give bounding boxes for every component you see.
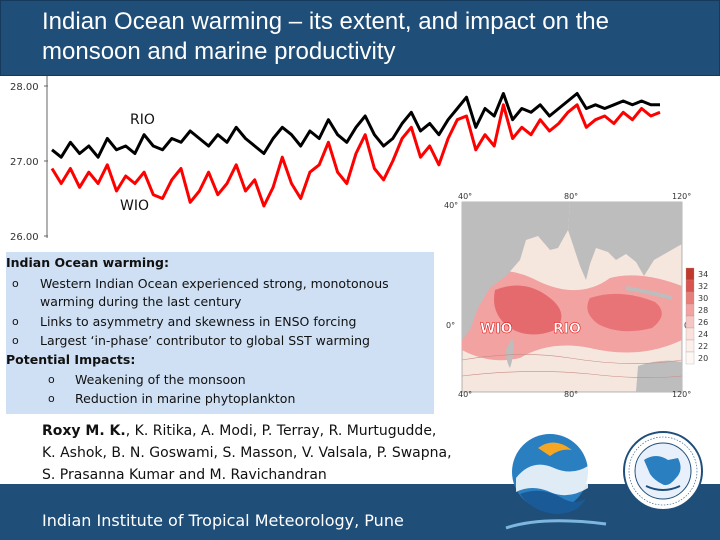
colorbar-label: 32	[698, 282, 708, 291]
seal-ship-icon	[645, 485, 681, 491]
bullet-3-text: Largest ‘in-phase’ contributor to global…	[40, 333, 370, 348]
map-lon-top-1: 40°	[458, 192, 472, 201]
colorbar-label: 22	[698, 342, 708, 351]
author-list: Roxy M. K., K. Ritika, A. Modi, P. Terra…	[42, 420, 512, 486]
colorbar-swatch	[685, 327, 695, 341]
series-line-rio	[51, 92, 660, 159]
institute-name: Indian Institute of Tropical Meteorology…	[42, 511, 404, 530]
series-lines	[50, 92, 661, 208]
title-line-1: Indian Ocean warming – its extent, and i…	[42, 8, 609, 35]
series-label-rio: RIO	[130, 112, 155, 128]
map-lon-top-2: 80°	[564, 192, 578, 201]
logo-swoosh	[505, 519, 607, 530]
bullet-3: o	[12, 334, 19, 347]
colorbar-swatch	[685, 279, 695, 293]
colorbar-label: 30	[698, 294, 708, 303]
series-label-wio: WIO	[120, 198, 149, 214]
colorbar-label: 24	[698, 330, 708, 339]
seal-map-icon	[644, 456, 681, 486]
seal-text-ring	[628, 436, 698, 506]
map-colorbar: 34 32 30 28 26 24 22 20	[685, 267, 708, 365]
map-rio-hotspot	[587, 293, 662, 332]
map-land-indonesia	[625, 286, 673, 300]
map-label-wio: WIO	[480, 321, 513, 337]
sst-timeseries-chart: 28.00 27.00 26.00 RIO WIO	[10, 76, 661, 243]
colorbar-label: 34	[698, 270, 708, 279]
y-tick-label: 27.00	[10, 157, 39, 168]
colorbar-swatch	[685, 291, 695, 305]
map-label-rio: RIO	[553, 321, 581, 337]
colorbar-swatch	[685, 267, 695, 281]
bullet-1-line-1: Western Indian Ocean experienced strong,…	[40, 276, 389, 291]
map-lat-left-1: 40°	[444, 201, 458, 210]
map-contour	[461, 371, 683, 378]
colorbar-swatch	[685, 315, 695, 329]
map-lon-bottom-3: 120°	[672, 390, 691, 399]
author-line-1-rest: , K. Ritika, A. Modi, P. Terray, R. Murt…	[125, 423, 437, 439]
slide-title: Indian Ocean warming – its extent, and i…	[42, 7, 702, 67]
author-line-1: Roxy M. K., K. Ritika, A. Modi, P. Terra…	[42, 420, 512, 442]
impact-bullet-2: o	[48, 392, 55, 405]
logo-wave-lower	[520, 490, 586, 514]
y-ticks: 28.00 27.00 26.00	[10, 82, 48, 243]
info-panel	[6, 252, 434, 414]
map-lon-bottom-1: 40°	[458, 390, 472, 399]
colorbar-swatch	[685, 303, 695, 317]
logo-wave	[516, 464, 588, 496]
colorbar-swatch	[685, 351, 695, 365]
series-line-wio	[50, 103, 661, 208]
map-contour	[461, 354, 683, 364]
lead-author: Roxy M. K.	[42, 423, 126, 439]
title-line-2: monsoon and marine productivity	[42, 38, 396, 65]
map-wio-hotspot	[494, 285, 562, 335]
colorbar-label: 20	[698, 354, 708, 363]
colorbar-label: 28	[698, 306, 708, 315]
impact-bullet-1: o	[48, 373, 55, 386]
sst-trend-map: 40° 80° 120° 40° 0° 0° WIO RIO 40° 80° 1…	[444, 192, 708, 399]
map-land-madagascar	[506, 338, 514, 368]
impact-1-text: Weakening of the monsoon	[75, 372, 246, 387]
bullet-1: o	[12, 277, 19, 290]
author-line-3: S. Prasanna Kumar and M. Ravichandran	[42, 467, 327, 483]
conference-logo	[505, 434, 607, 530]
y-tick-label: 28.00	[10, 82, 39, 93]
impacts-heading: Potential Impacts:	[6, 352, 136, 367]
logo-sun	[538, 442, 572, 456]
title-bar	[0, 0, 720, 76]
map-lat-left-2: 0°	[446, 321, 455, 330]
author-line-2: K. Ashok, B. N. Goswami, S. Masson, V. V…	[42, 445, 452, 461]
map-lon-bottom-2: 80°	[564, 390, 578, 399]
impact-2-text: Reduction in marine phytoplankton	[75, 391, 296, 406]
colorbar-label: 26	[698, 318, 708, 327]
panel-heading: Indian Ocean warming:	[6, 255, 169, 270]
map-land-asia	[568, 202, 682, 280]
y-tick-label: 26.00	[10, 232, 39, 243]
colorbar-swatch	[685, 339, 695, 353]
bullet-2: o	[12, 315, 19, 328]
bullet-1-line-2: warming during the last century	[40, 294, 242, 309]
map-land-africa-arabia	[462, 202, 570, 340]
ministry-seal	[623, 431, 703, 511]
bullet-2-text: Links to asymmetry and skewness in ENSO …	[40, 314, 357, 329]
map-land-australia	[636, 360, 682, 392]
footer-bar	[0, 484, 720, 540]
map-lon-top-3: 120°	[672, 192, 691, 201]
